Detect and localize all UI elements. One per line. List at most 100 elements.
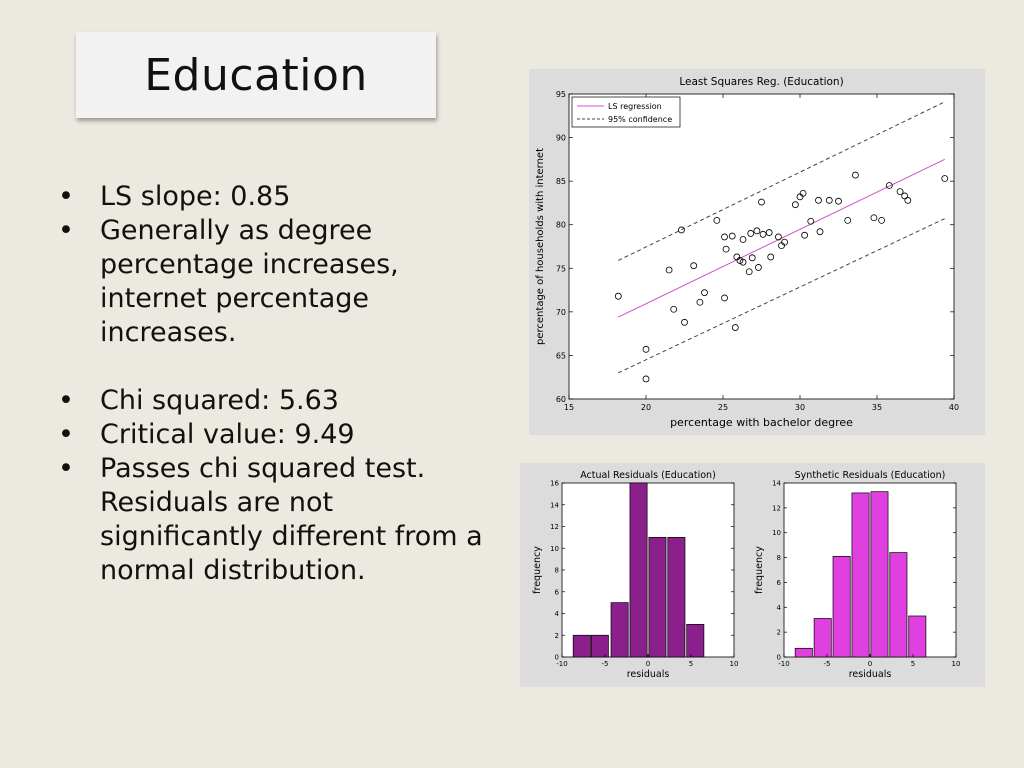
actual-hist-y-tick-label: 14 (550, 501, 559, 509)
data-point (755, 264, 762, 271)
synthetic-hist-x-axis-label: residuals (849, 669, 892, 680)
data-point (765, 229, 773, 236)
data-point (825, 196, 833, 204)
actual-hist-y-axis-label: frequency (532, 546, 543, 594)
y-tick-label: 95 (556, 90, 566, 99)
y-tick-label: 75 (556, 264, 566, 273)
data-point (670, 305, 678, 313)
data-point (731, 324, 739, 331)
synthetic-hist-x-tick-label: 0 (868, 660, 872, 668)
synthetic-hist-bar (870, 491, 889, 658)
actual-hist-x-tick-label: 5 (689, 660, 693, 668)
scatter-chart: 15 20 25 30 35 40 60 65 70 75 80 85 90 95 Least Square… (535, 76, 959, 429)
y-tick-label: 60 (556, 395, 566, 404)
synthetic-hist-x-tick-label: -5 (824, 660, 831, 668)
data-point (801, 231, 809, 239)
synthetic-hist-plot-area (783, 482, 957, 658)
chart-title: Least Squares Reg. (Education) (679, 76, 843, 88)
synthetic-hist-bar (889, 552, 908, 658)
data-point (878, 216, 886, 224)
bullet-conclusion: Passes chi squared test. Residuals are n… (58, 452, 498, 588)
residual-panel: -10 -5 0 5 10 0 2 4 6 8 10 12 14 16 Actual Residuals (… (520, 463, 985, 687)
actual-hist-y-tick-label: 16 (550, 480, 559, 488)
title-box: Education (76, 32, 436, 118)
actual-hist-bar (667, 537, 686, 658)
actual-hist-y-tick-label: 8 (555, 567, 559, 575)
data-point (767, 253, 775, 261)
data-point (721, 233, 728, 241)
actual-hist-x-tick-label: -5 (602, 660, 609, 668)
data-point (835, 197, 842, 205)
actual-hist-bar (648, 537, 667, 658)
data-point (722, 245, 730, 253)
data-point (690, 262, 698, 270)
actual-hist-bar (629, 482, 648, 658)
synthetic-hist-y-tick-label: 4 (777, 604, 782, 612)
synthetic-hist-x-tick-label: 10 (952, 660, 961, 668)
actual-hist-x-axis-label: residuals (627, 669, 670, 680)
legend-label-confidence: 95% confidence (608, 115, 672, 124)
data-point (696, 298, 704, 306)
data-point (896, 188, 904, 195)
synthetic-hist-title: Synthetic Residuals (Education) (795, 470, 946, 481)
x-axis-label: percentage with bachelor degree (670, 416, 853, 429)
data-point (745, 268, 753, 276)
synthetic-hist-y-tick-label: 14 (772, 480, 781, 488)
synthetic-hist-bar (794, 647, 813, 658)
y-tick-label: 85 (556, 177, 566, 186)
data-point (791, 201, 799, 209)
data-point (885, 182, 893, 189)
data-point (775, 233, 782, 241)
actual-hist-y-tick-label: 0 (555, 654, 559, 662)
data-point (642, 345, 650, 353)
synthetic-hist-y-tick-label: 6 (777, 579, 782, 587)
data-point (807, 217, 815, 225)
synthetic-hist-y-axis-label: frequency (754, 546, 765, 594)
synthetic-hist-bar (851, 492, 870, 658)
data-point (852, 171, 859, 179)
actual-hist-bar (572, 634, 591, 658)
data-point (739, 258, 747, 266)
synthetic-hist-y-tick-label: 0 (777, 654, 781, 662)
data-point (747, 230, 755, 237)
data-point (753, 227, 761, 235)
data-point (844, 216, 852, 224)
x-tick-label: 25 (718, 403, 728, 412)
data-point (665, 266, 673, 274)
legend-box (571, 96, 681, 128)
data-point (681, 318, 688, 326)
actual-hist-y-tick-label: 10 (550, 545, 559, 553)
y-tick-label: 70 (556, 308, 566, 317)
actual-hist-bar (686, 624, 705, 658)
residual-histograms: -10 -5 0 5 10 0 2 4 6 8 10 12 14 16 Actual Residuals (… (532, 470, 961, 680)
y-axis-label: percentage of households with internet (535, 148, 546, 345)
data-point (799, 189, 807, 197)
scatter-panel: 15 20 25 30 35 40 60 65 70 75 80 85 90 95 Least Square… (529, 69, 985, 435)
data-point (941, 175, 949, 182)
data-point (870, 214, 878, 222)
actual-hist-x-tick-label: -10 (556, 660, 567, 668)
legend-label-regression: LS regression (608, 102, 662, 111)
slide-title: Education (144, 49, 368, 101)
data-point (678, 226, 685, 234)
data-point (721, 294, 728, 302)
synthetic-hist-y-tick-label: 2 (777, 629, 781, 637)
data-point (758, 198, 765, 206)
data-point (759, 230, 767, 238)
actual-hist-x-tick-label: 10 (730, 660, 739, 668)
confidence-upper-line (618, 101, 945, 261)
bullet-list: LS slope: 0.85 Generally as degree perce… (58, 180, 498, 588)
bullet-trend: Generally as degree percentage increases… (58, 214, 498, 350)
synthetic-hist-bar (813, 618, 832, 658)
x-tick-label: 40 (949, 403, 959, 412)
actual-hist-title: Actual Residuals (Education) (580, 470, 716, 481)
data-point (748, 254, 756, 262)
synthetic-hist-y-tick-label: 12 (772, 504, 781, 512)
synthetic-hist-bar (908, 615, 927, 658)
data-point (713, 216, 721, 224)
data-point (728, 232, 736, 240)
data-point (701, 289, 708, 297)
bullet-critical-value: Critical value: 9.49 (58, 418, 498, 452)
actual-hist-x-tick-label: 0 (646, 660, 650, 668)
synthetic-hist-bar (832, 555, 851, 658)
